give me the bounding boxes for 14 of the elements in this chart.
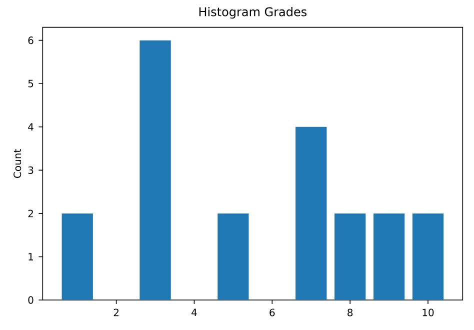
y-tick-label: 6 — [28, 36, 34, 44]
chart-title: Histogram Grades — [199, 7, 307, 19]
x-tick-label: 4 — [192, 308, 197, 316]
y-tick-label: 1 — [28, 253, 34, 260]
y-tick-label: 5 — [28, 80, 34, 88]
y-tick-label: 2 — [28, 210, 33, 218]
x-tick-label: 6 — [270, 308, 275, 316]
y-tick-label: 4 — [28, 123, 34, 131]
x-tick-label: 2 — [114, 308, 118, 316]
y-tick-label: 3 — [28, 166, 34, 174]
y-axis-title: Count — [14, 149, 22, 178]
x-tick-label: 8 — [348, 308, 353, 316]
y-tick-label: 0 — [28, 296, 34, 304]
x-tick-label: 10 — [422, 308, 434, 316]
